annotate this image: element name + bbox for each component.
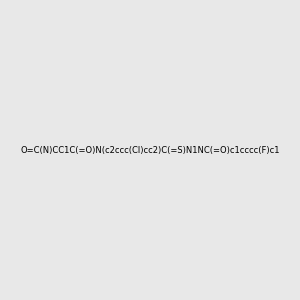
- Text: O=C(N)CC1C(=O)N(c2ccc(Cl)cc2)C(=S)N1NC(=O)c1cccc(F)c1: O=C(N)CC1C(=O)N(c2ccc(Cl)cc2)C(=S)N1NC(=…: [20, 146, 280, 154]
